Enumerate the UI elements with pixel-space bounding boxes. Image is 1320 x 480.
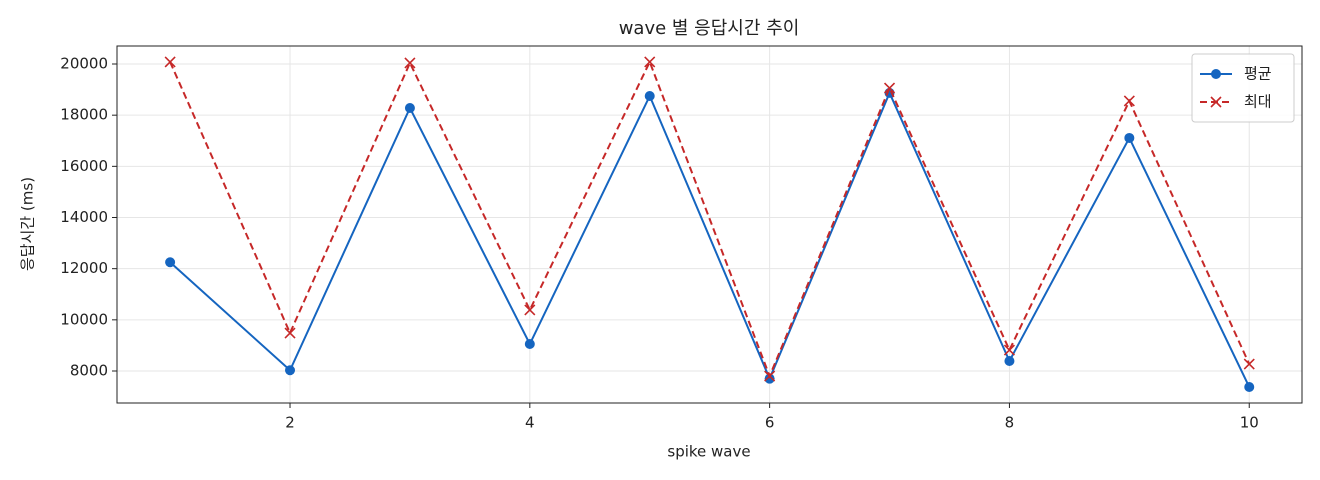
data-point	[1124, 132, 1135, 143]
data-point	[524, 339, 535, 350]
y-tick-label: 20000	[60, 55, 108, 73]
data-point	[1003, 344, 1016, 356]
y-tick-label: 14000	[60, 208, 108, 226]
y-tick-label: 18000	[60, 106, 108, 124]
x-tick-label: 10	[1240, 414, 1259, 432]
data-point	[764, 370, 776, 382]
data-point	[285, 365, 296, 376]
x-tick-label: 4	[525, 414, 535, 432]
data-point	[644, 56, 656, 68]
x-tick-label: 8	[1005, 414, 1015, 432]
x-axis-label: spike wave	[667, 443, 750, 461]
data-point	[644, 90, 655, 101]
legend-marker	[1210, 96, 1222, 108]
y-tick-label: 12000	[60, 259, 108, 277]
data-point	[1244, 381, 1255, 392]
legend-marker	[1211, 69, 1221, 79]
x-tick-label: 2	[285, 414, 295, 432]
data-point	[1004, 356, 1015, 367]
series-line	[169, 59, 1251, 379]
data-point	[1243, 358, 1255, 370]
data-point	[1123, 95, 1135, 107]
legend-box	[1191, 53, 1295, 123]
data-point	[404, 57, 416, 69]
y-tick-label: 16000	[60, 157, 108, 175]
data-point	[284, 327, 296, 339]
data-point	[164, 56, 176, 68]
series-line	[169, 90, 1251, 388]
x-tick-label: 6	[765, 414, 775, 432]
legend-label: 최대	[1244, 93, 1272, 111]
data-point	[165, 257, 176, 268]
data-point	[883, 82, 896, 94]
legend-label: 평균	[1244, 65, 1272, 83]
plot-frame	[116, 45, 1303, 404]
chart-title: wave 별 응답시간 추이	[619, 18, 800, 39]
data-point	[524, 304, 536, 316]
data-point	[404, 103, 415, 114]
y-tick-label: 10000	[60, 310, 108, 328]
y-tick-label: 8000	[70, 361, 108, 379]
y-axis-label: 응답시간 (ms)	[19, 177, 37, 271]
